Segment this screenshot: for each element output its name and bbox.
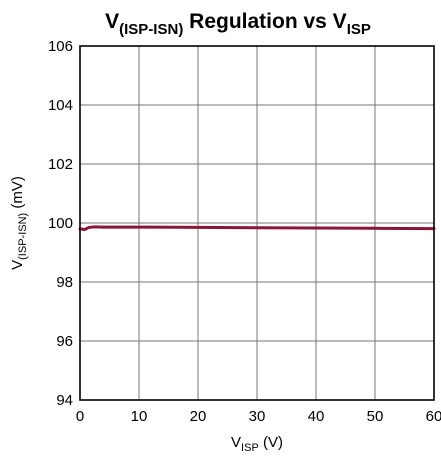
x-tick-label: 50 [367, 408, 384, 425]
y-tick-label: 102 [48, 156, 73, 173]
x-tick-labels: 0 10 20 30 40 50 60 [76, 408, 441, 425]
series-line [78, 225, 436, 231]
y-tick-label: 104 [48, 97, 73, 114]
y-tick-label: 94 [56, 392, 73, 409]
y-tick-labels: 94 96 98 100 102 104 106 [48, 38, 73, 409]
y-axis-label-sub: (ISP-ISN) [17, 213, 29, 260]
y-axis-label-main: V [9, 260, 26, 270]
x-tick-label: 30 [249, 408, 266, 425]
x-axis-label-sub: ISP [241, 442, 259, 454]
chart-title-sub2: ISP [347, 21, 371, 38]
x-axis-label: VISP (V) [231, 434, 283, 454]
series-layer [78, 225, 436, 231]
y-tick-label: 106 [48, 38, 73, 55]
x-tick-label: 20 [190, 408, 207, 425]
y-tick-label: 98 [56, 274, 73, 291]
x-tick-label: 60 [426, 408, 441, 425]
y-tick-label: 100 [48, 215, 73, 232]
x-tick-label: 40 [308, 408, 325, 425]
chart-title-main: V [105, 10, 119, 33]
x-axis-label-main: V [231, 434, 241, 451]
plot-frame [79, 45, 435, 401]
x-tick-label: 10 [131, 408, 148, 425]
grid-lines [80, 46, 434, 400]
y-axis-label: V(ISP-ISN) (mV) [9, 176, 29, 270]
x-axis-label-rest: (V) [259, 434, 283, 451]
y-axis-label-rest: (mV) [9, 176, 26, 213]
x-tick-label: 0 [76, 408, 84, 425]
y-tick-label: 96 [56, 333, 73, 350]
chart-title: V(ISP-ISN) Regulation vs VISP [105, 10, 371, 38]
chart-title-sub: (ISP-ISN) [119, 21, 183, 38]
chart-title-mid: Regulation vs V [183, 10, 346, 33]
